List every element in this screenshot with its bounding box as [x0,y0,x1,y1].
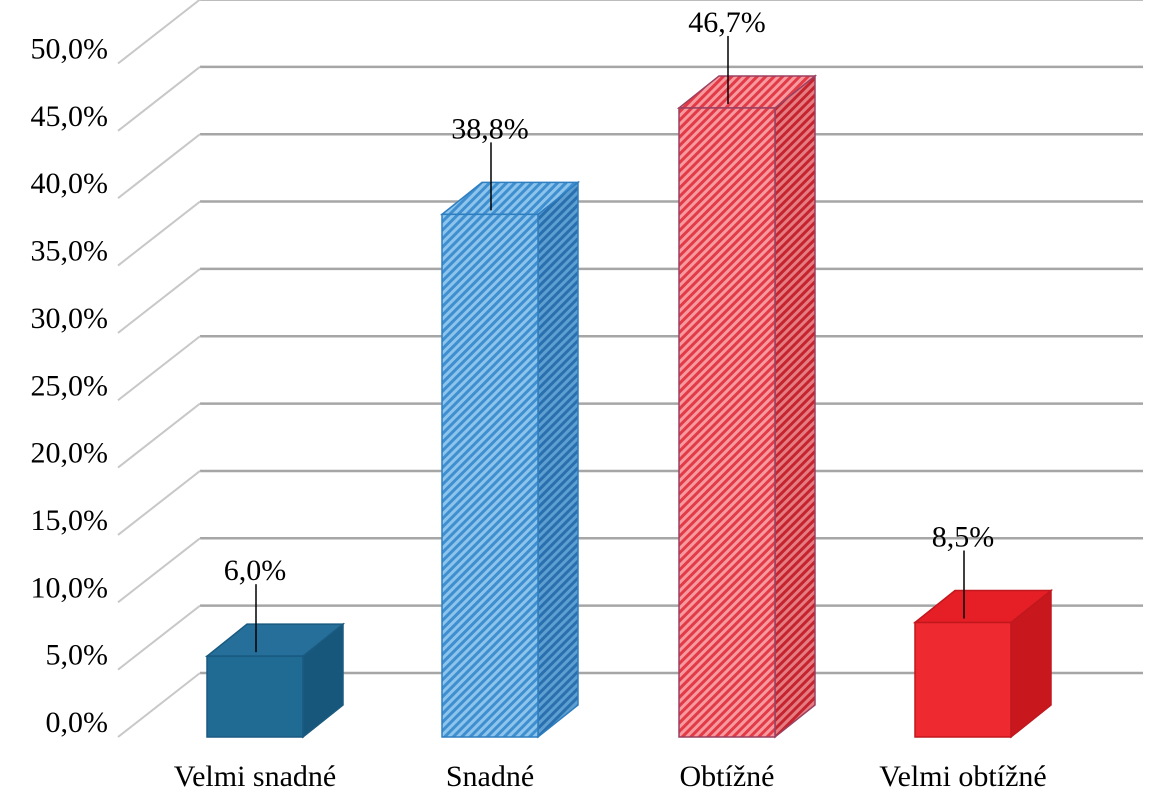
x-category-label: Velmi obtížné [879,760,1046,793]
y-tick-label: 50,0% [31,33,109,66]
bar-front [206,655,304,738]
gridline-diagonal [117,672,201,738]
y-tick-label: 35,0% [31,235,109,268]
gridline-diagonal [117,537,201,604]
x-category-label: Obtížné [680,760,775,793]
bar-front [678,107,776,738]
gridline-diagonal [117,335,201,402]
gridline-diagonal [117,200,201,267]
y-tick-label: 40,0% [31,167,109,200]
x-category-label: Velmi snadné [174,760,336,793]
gridline-diagonal [117,402,201,469]
y-tick-label: 0,0% [46,706,109,739]
bar [439,180,581,739]
bars [204,74,1054,739]
bar [204,622,346,739]
gridline-diagonal [117,604,201,671]
data-labels: 6,0% 38,8% 46,7% 8,5% [224,6,995,653]
y-tick-label: 10,0% [31,571,109,604]
gridline-diagonal [117,470,201,536]
gridline-diagonal [117,0,201,65]
bar [676,74,818,739]
x-axis: Velmi snadné Snadné Obtížné Velmi obtížné [174,760,1047,793]
data-label: 46,7% [688,6,766,39]
data-label: 6,0% [224,554,287,587]
y-tick-label: 45,0% [31,100,109,133]
x-category-label: Snadné [446,760,534,793]
bar [912,588,1054,739]
y-tick-label: 30,0% [31,302,109,335]
y-tick-label: 25,0% [31,369,109,402]
data-label: 38,8% [451,112,529,145]
grid-layer [117,0,1143,738]
bar-side [537,180,579,739]
bar-side [774,74,816,739]
bar-front [914,621,1012,738]
gridline-diagonal [117,268,201,334]
y-tick-label: 20,0% [31,437,109,470]
gridline-diagonal [117,133,201,199]
bar-front [441,213,539,738]
y-axis: 0,0% 5,0% 10,0% 15,0% 20,0% 25,0% 30,0% 35,0% 40… [31,33,109,740]
gridline-diagonal [117,66,201,132]
y-tick-label: 15,0% [31,504,109,537]
y-tick-label: 5,0% [46,639,109,672]
data-label: 8,5% [932,521,995,554]
